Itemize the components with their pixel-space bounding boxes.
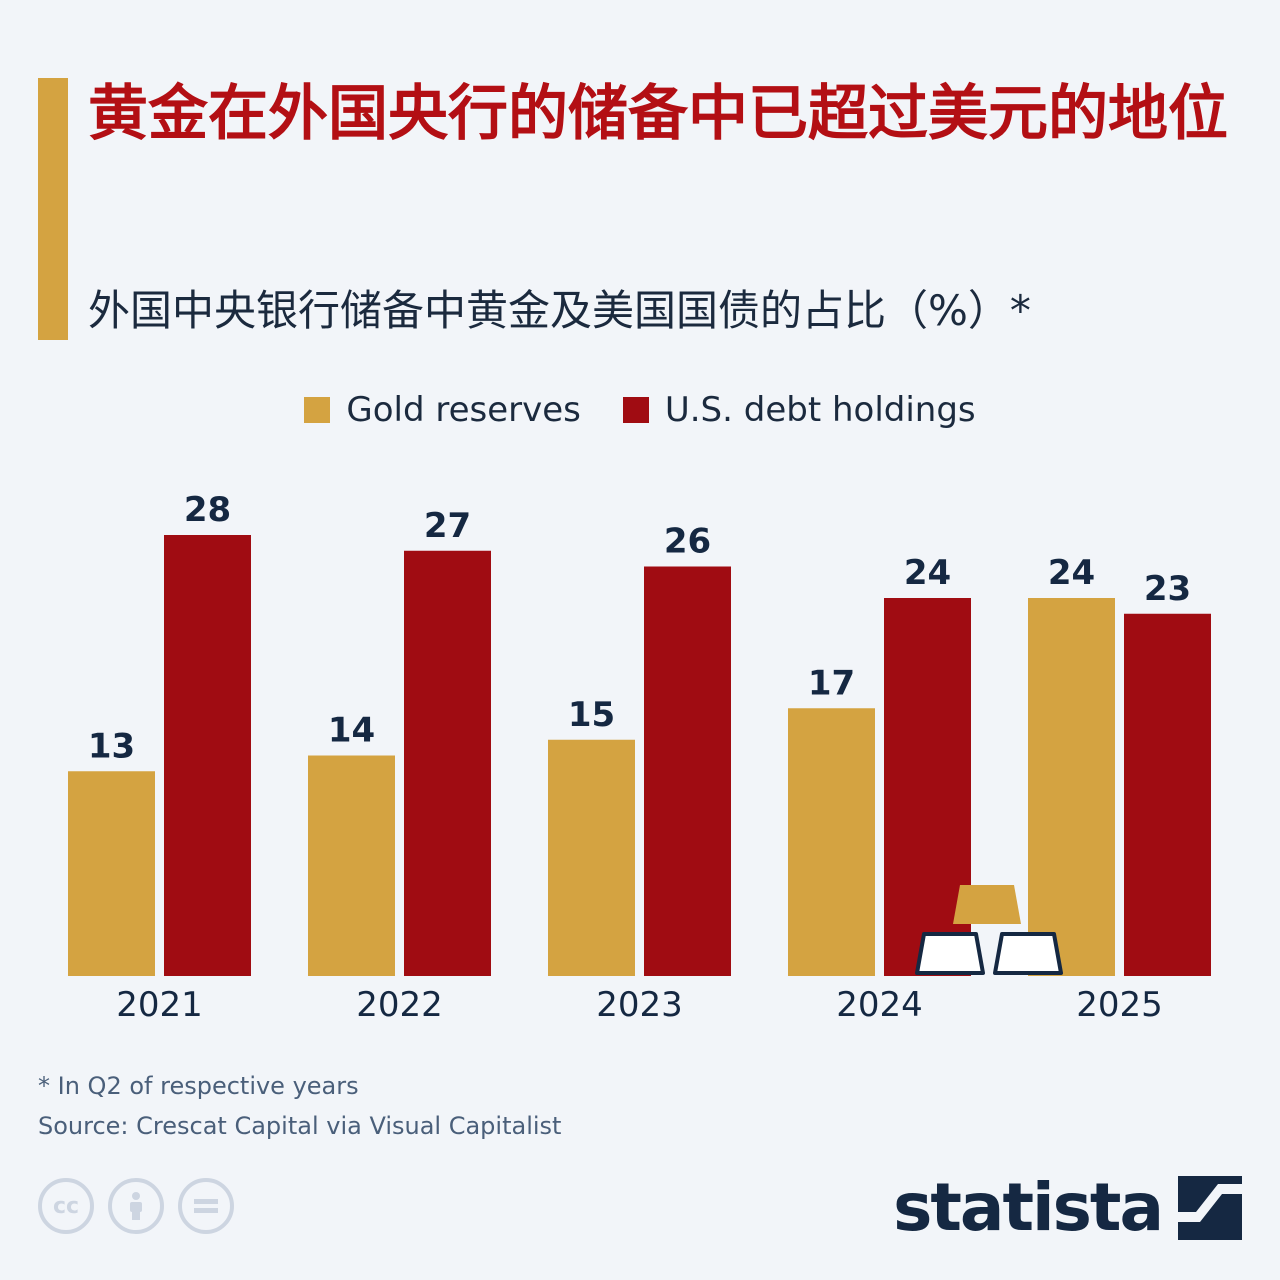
debt-value-label-2022: 27 xyxy=(424,506,471,546)
legend-label-gold: Gold reserves xyxy=(346,390,581,430)
nd-equals-icon[interactable] xyxy=(178,1178,234,1234)
legend-label-debt: U.S. debt holdings xyxy=(664,390,976,430)
brand-name: statista xyxy=(893,1169,1164,1246)
chart-subtitle: 外国中央银行储备中黄金及美国国债的占比（%）* xyxy=(88,286,1031,335)
footnotes: * In Q2 of respective years Source: Cres… xyxy=(38,1066,561,1146)
gold-value-label-2021: 13 xyxy=(88,726,135,766)
x-tick-label-2024: 2024 xyxy=(836,985,923,1025)
gold-bar-2023[interactable] xyxy=(548,739,635,976)
debt-value-label-2024: 24 xyxy=(904,553,951,593)
debt-bar-2022[interactable] xyxy=(404,550,491,976)
gold-bar-2025[interactable] xyxy=(1028,598,1115,976)
legend-item-debt[interactable]: U.S. debt holdings xyxy=(622,390,976,430)
chart-legend: Gold reserves U.S. debt holdings xyxy=(0,390,1280,430)
footnote-text: * In Q2 of respective years xyxy=(38,1072,359,1100)
page-title: 黄金在外国央行的储备中已超过美元的地位 xyxy=(88,79,1228,149)
bar-chart: 13 28 2021 14 27 2022 15 26 2023 17 24 2024 24 23 2025 xyxy=(68,490,1211,1025)
x-tick-label-2022: 2022 xyxy=(356,985,443,1025)
gold-bar-2022[interactable] xyxy=(308,755,395,977)
gold-value-label-2025: 24 xyxy=(1048,553,1095,593)
statista-logo-icon xyxy=(1178,1176,1242,1240)
debt-value-label-2023: 26 xyxy=(664,522,711,562)
gold-value-label-2024: 17 xyxy=(808,663,855,703)
x-tick-label-2021: 2021 xyxy=(116,985,203,1025)
legend-swatch-debt xyxy=(622,397,649,423)
x-tick-label-2025: 2025 xyxy=(1076,985,1163,1025)
debt-bar-2021[interactable] xyxy=(164,535,251,976)
debt-value-label-2021: 28 xyxy=(184,490,231,530)
debt-value-label-2025: 23 xyxy=(1144,569,1191,609)
license-icons: cc xyxy=(38,1178,234,1234)
gold-bars-illustration-icon xyxy=(915,885,1063,975)
legend-item-gold[interactable]: Gold reserves xyxy=(304,390,581,430)
source-text: Source: Crescat Capital via Visual Capit… xyxy=(38,1112,562,1140)
cc-icon[interactable]: cc xyxy=(38,1178,94,1234)
debt-bar-2025[interactable] xyxy=(1124,613,1211,976)
gold-value-label-2022: 14 xyxy=(328,711,375,751)
statista-brand[interactable]: statista xyxy=(893,1168,1242,1248)
x-tick-label-2023: 2023 xyxy=(596,985,683,1025)
gold-bar-2021[interactable] xyxy=(68,771,155,976)
gold-value-label-2023: 15 xyxy=(568,695,615,735)
legend-swatch-gold xyxy=(304,397,331,423)
title-accent-bar xyxy=(38,78,68,340)
by-person-icon[interactable] xyxy=(108,1178,164,1234)
gold-bar-2024[interactable] xyxy=(788,708,875,976)
debt-bar-2023[interactable] xyxy=(644,566,731,977)
